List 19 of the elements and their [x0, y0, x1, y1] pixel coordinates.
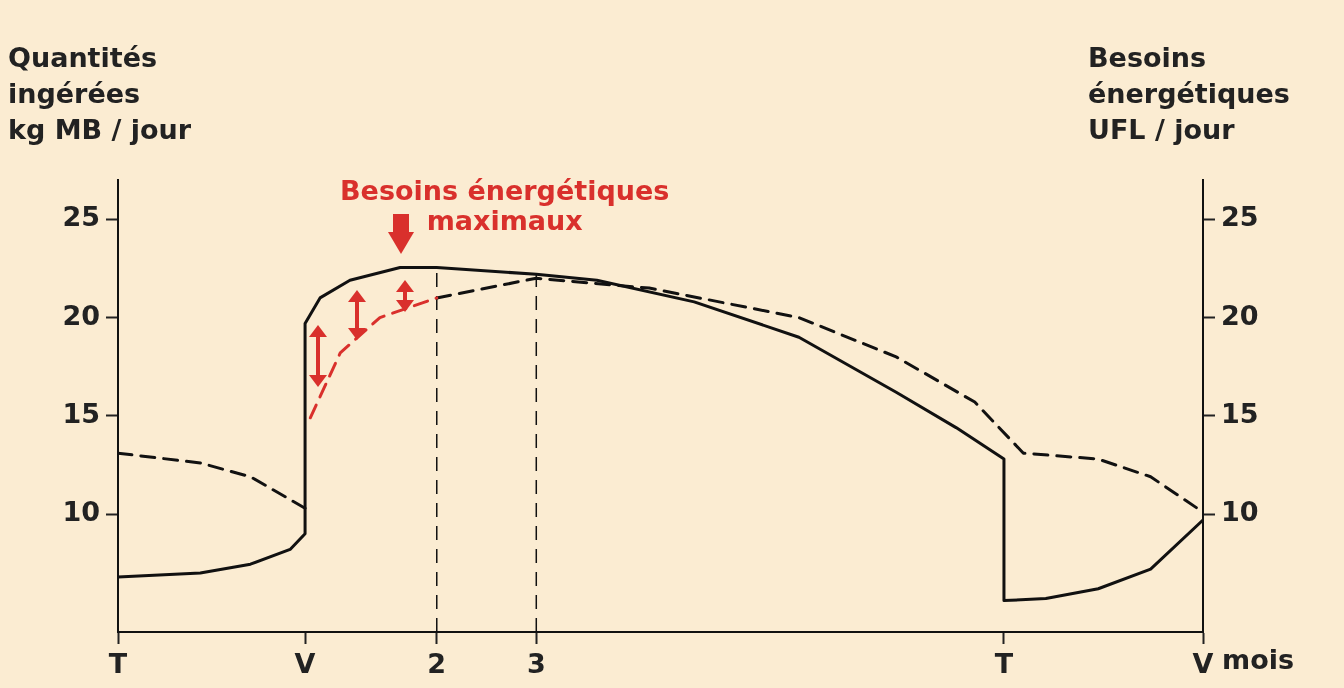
line-series — [308, 296, 439, 420]
y-axis-title: Quantités ingérées kg MB / jour — [8, 41, 192, 147]
y-tick-label: 20 — [62, 299, 100, 331]
x-tick-label: T — [108, 648, 128, 680]
x-tick-label: T — [994, 648, 1014, 680]
x-tick-label: 2 — [427, 648, 447, 680]
y2-tick-label: 10 — [1221, 496, 1259, 528]
y2-axis-title: Besoins énergétiques UFL / jour — [1088, 41, 1290, 147]
y2-tick-label: 15 — [1221, 397, 1259, 429]
y-tick-label: 10 — [62, 496, 100, 528]
x-tick-label: V — [294, 648, 316, 680]
x-tick-label: 3 — [526, 648, 546, 680]
y-tick-label: 15 — [62, 397, 100, 429]
x-axis-title: mois — [1222, 643, 1295, 677]
x-tick-label: V — [1192, 648, 1214, 680]
y-tick-label: 25 — [62, 201, 100, 233]
annotation: Besoins énergétiques maximaux — [340, 175, 670, 236]
y2-tick-label: 25 — [1221, 201, 1259, 233]
y2-tick-label: 20 — [1221, 299, 1259, 331]
